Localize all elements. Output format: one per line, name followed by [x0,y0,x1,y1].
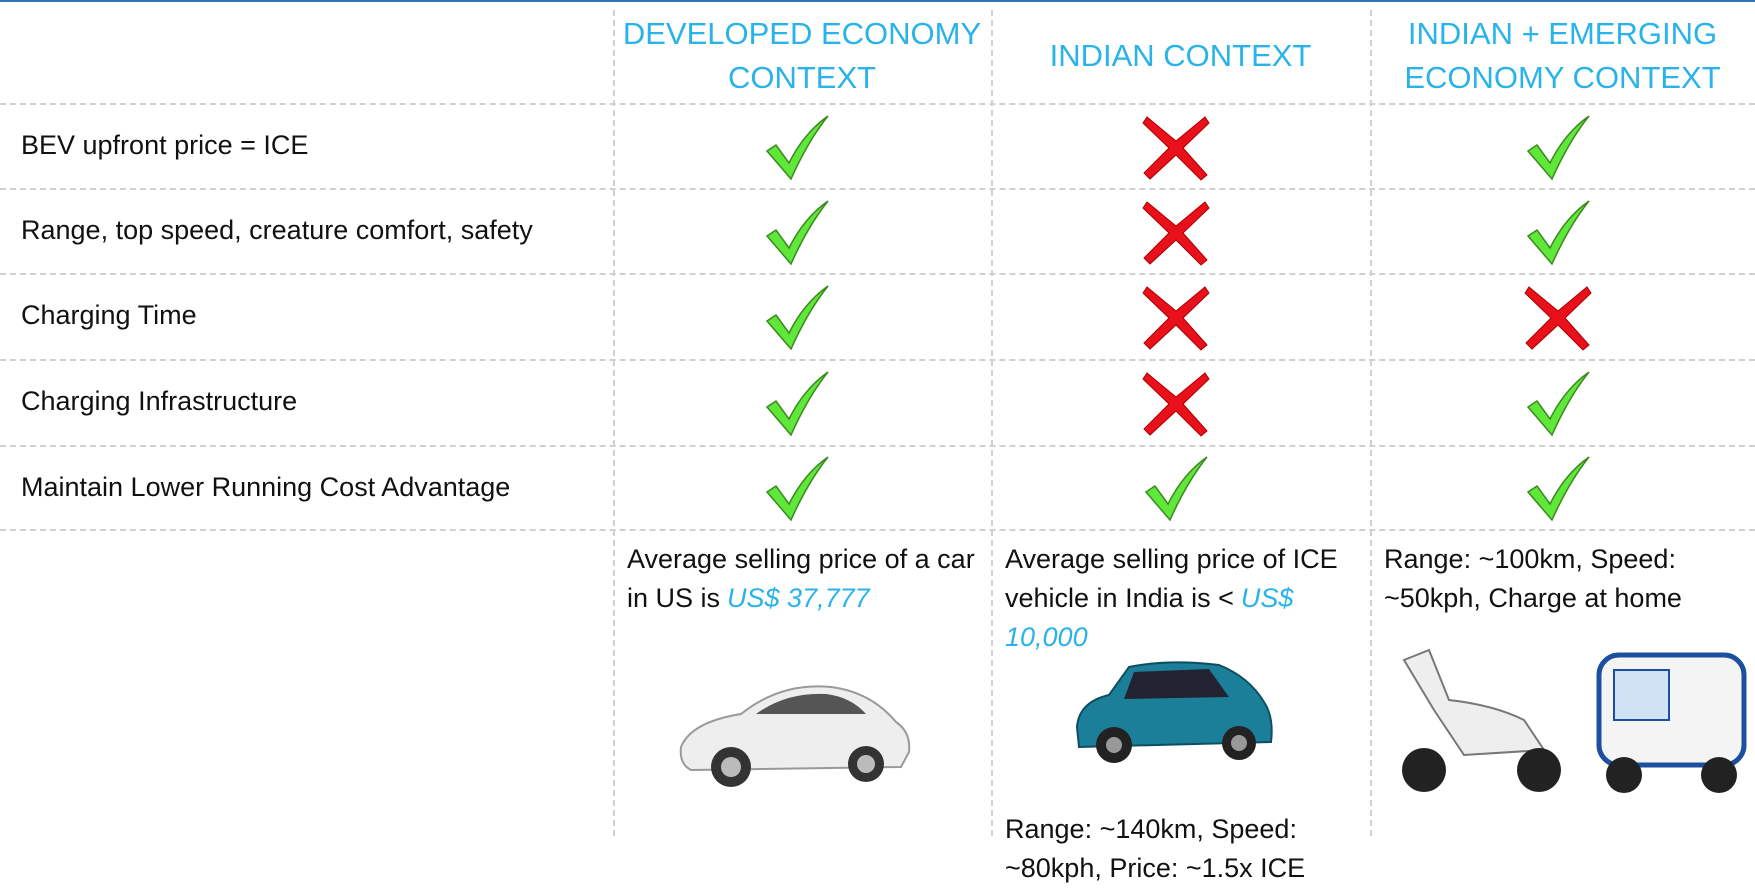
check-mark [1523,454,1593,524]
column-divider [613,10,615,836]
row-label: Maintain Lower Running Cost Advantage [21,445,510,530]
header-line: DEVELOPED ECONOMY [623,12,981,56]
check-mark [762,113,832,183]
header-line: ECONOMY CONTEXT [1404,56,1720,100]
two-three-wheeler-image [1374,640,1754,800]
suv-image [1069,657,1279,772]
car-image [671,652,916,812]
cross-mark [1141,369,1211,439]
cross-mark [1141,198,1211,268]
column-divider [991,10,993,836]
cross-mark [1141,283,1211,353]
check-mark [1523,369,1593,439]
cross-mark [1141,113,1211,183]
row-label: BEV upfront price = ICE [21,103,308,188]
row-label: Charging Time [21,273,197,358]
cross-mark [1523,283,1593,353]
check-mark [762,198,832,268]
row-label: Range, top speed, creature comfort, safe… [21,188,533,273]
body: DEVELOPED ECONOMYCONTEXT INDIAN CONTEXT IN… [0,0,1755,881]
note-price: US$ 37,777 [727,583,870,613]
check-mark [762,454,832,524]
check-mark [762,283,832,353]
check-mark [1141,454,1211,524]
column-divider [1370,10,1372,836]
note: Average selling price of ICE vehicle in … [1005,540,1360,657]
check-mark [762,369,832,439]
header-line: INDIAN CONTEXT [1050,34,1312,78]
column-header: INDIAN CONTEXT [991,10,1370,102]
page: {"columns": [ {"title": ["DEVELOPED ECON… [0,0,1755,881]
header-line: CONTEXT [728,56,876,100]
row-label: Charging Infrastructure [21,359,297,444]
specs: Range: ~100km, Speed: ~50kph, Charge at … [1384,540,1714,618]
header-line: INDIAN + EMERGING [1408,12,1717,56]
slide: DEVELOPED ECONOMYCONTEXT INDIAN CONTEXT IN… [0,0,1755,881]
check-mark [1523,198,1593,268]
specs: Range: ~140km, Speed: ~80kph, Price: ~1.… [1005,810,1335,888]
check-mark [1523,113,1593,183]
row-divider [0,273,1755,275]
